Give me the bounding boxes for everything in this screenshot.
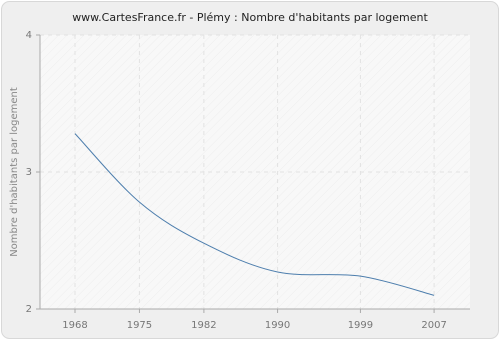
x-tick-label: 2007 bbox=[421, 320, 446, 331]
chart-title: www.CartesFrance.fr - Plémy : Nombre d'h… bbox=[72, 11, 428, 24]
plot-layer bbox=[40, 34, 470, 310]
x-tick-label: 1990 bbox=[265, 320, 290, 331]
x-tick-label: 1968 bbox=[62, 320, 87, 331]
y-tick-label: 2 bbox=[26, 304, 32, 315]
x-tick-label: 1999 bbox=[348, 320, 373, 331]
y-tick-label: 3 bbox=[26, 167, 32, 178]
line bbox=[74, 133, 435, 296]
y-axis-label: Nombre d'habitants par logement bbox=[9, 87, 20, 257]
plot-hatch bbox=[40, 35, 470, 309]
x-tick-label: 1982 bbox=[191, 320, 216, 331]
x-tick-label: 1975 bbox=[127, 320, 152, 331]
y-tick-label: 4 bbox=[26, 30, 32, 41]
